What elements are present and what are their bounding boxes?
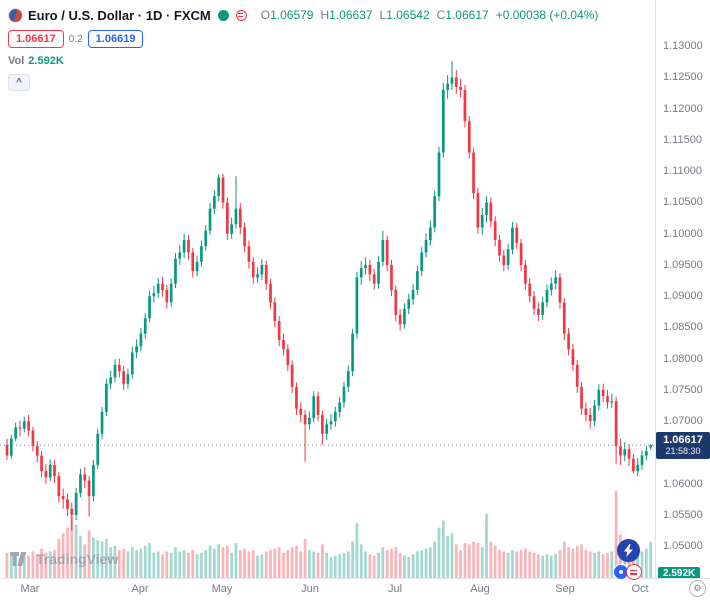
price-tick: 1.08500 [663,321,703,333]
price-tick: 1.08000 [663,353,703,365]
price-tick: 1.12500 [663,71,703,83]
spread-value: 0.2 [68,33,83,45]
close-value: 1.06617 [445,8,489,22]
axis-settings-button[interactable]: ⚙ [689,580,706,597]
quick-trade-button[interactable] [617,539,640,562]
time-tick-jun: Jun [301,583,319,595]
low-value: 1.06542 [386,8,430,22]
time-tick-aug: Aug [470,583,490,595]
candlestick-chart-canvas[interactable] [0,0,655,578]
low-label: L [379,8,387,22]
chevron-up-icon: ^ [16,77,22,88]
time-axis[interactable]: Mar Apr May Jun Jul Aug Sep Oct [0,578,710,600]
buy-ask-button[interactable]: 1.06619 [87,30,144,48]
market-status-icon[interactable] [217,9,229,21]
last-price-value: 1.06617 [663,434,703,446]
open-label: O [260,8,271,22]
broker-buttons [613,564,642,580]
time-tick-may: May [211,583,233,595]
time-tick-oct: Oct [631,583,649,595]
price-tick: 1.05000 [663,540,703,552]
high-value: 1.06637 [329,8,373,22]
price-tick: 1.12000 [663,103,703,115]
time-tick-apr: Apr [131,583,149,595]
last-price-label: 1.06617 21:58:30 [656,432,710,459]
sell-circle-icon[interactable] [626,564,642,580]
price-tick: 1.10000 [663,228,703,240]
price-tick: 1.09500 [663,259,703,271]
price-tick: 1.05500 [663,509,703,521]
lightning-icon [624,544,633,557]
tradingview-logo-icon [10,552,27,566]
details-toggle-icon[interactable] [235,9,247,21]
price-tick: 1.13000 [663,40,703,52]
volume-value: 2.592K [28,55,64,67]
time-tick-sep: Sep [555,583,575,595]
change-value: +0.00038 (+0.04%) [495,8,599,22]
symbol-title[interactable]: Euro / U.S. Dollar · 1D · FXCM [28,7,211,23]
price-axis[interactable]: 1.06617 21:58:30 2.592K 1.13000 1.12500 1.… [655,0,710,580]
collapse-pane-button[interactable]: ^ [8,74,30,91]
close-label: C [436,8,446,22]
tradingview-logo[interactable]: TradingView [10,551,118,567]
ohlc-values: O1.06579 H1.06637 L1.06542 C1.06617 +0.0… [261,8,599,22]
chart-legend: Euro / U.S. Dollar · 1D · FXCM O1.06579 … [8,6,598,91]
high-label: H [320,8,330,22]
price-tick: 1.07500 [663,384,703,396]
price-tick: 1.10500 [663,196,703,208]
time-tick-jul: Jul [387,583,403,595]
tradingview-logo-text: TradingView [36,551,119,567]
gear-icon: ⚙ [693,583,702,593]
volume-axis-label: 2.592K [658,567,701,580]
price-tick: 1.11000 [663,165,702,177]
open-value: 1.06579 [270,8,314,22]
symbol-pair-icon [8,7,23,23]
bar-countdown: 21:58:30 [665,446,701,456]
sell-bid-button[interactable]: 1.06617 [8,30,64,48]
volume-label[interactable]: Vol [8,55,25,67]
price-tick: 1.11500 [663,134,702,146]
price-tick: 1.07000 [663,415,703,427]
price-tick: 1.06000 [663,478,703,490]
time-tick-mar: Mar [20,583,40,595]
price-tick: 1.09000 [663,290,703,302]
